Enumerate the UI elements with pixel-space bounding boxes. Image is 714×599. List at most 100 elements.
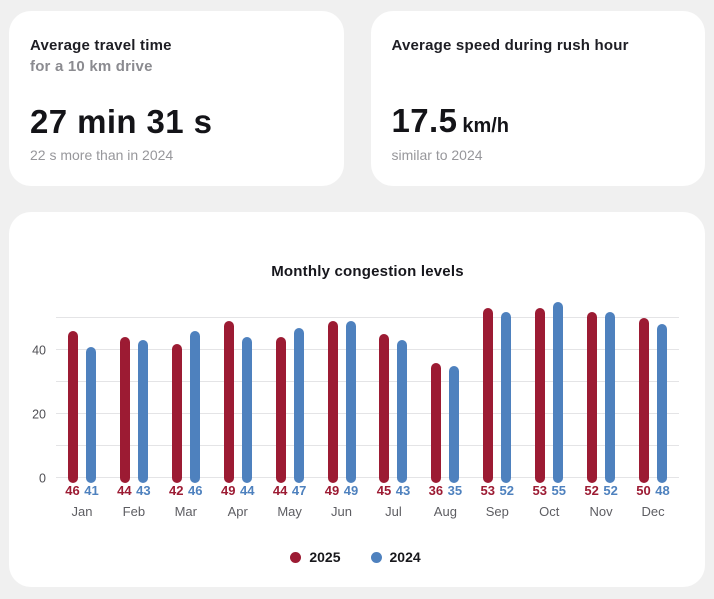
value-label-2024-may: 47 bbox=[291, 483, 307, 498]
value-label-2024-dec: 48 bbox=[655, 483, 670, 498]
y-axis-tick-40: 40 bbox=[32, 342, 46, 357]
travel-time-card: Average travel time for a 10 km drive 27… bbox=[9, 11, 344, 186]
x-axis-label-sep: Sep bbox=[485, 504, 509, 519]
bar-group-feb bbox=[108, 298, 160, 483]
value-label-2024-nov: 52 bbox=[603, 483, 618, 498]
legend-dot-2024 bbox=[370, 551, 382, 563]
rush-hour-speed-value-row: 17.5 km/h bbox=[392, 104, 685, 138]
value-labels-feb: 44 43 bbox=[108, 483, 160, 498]
value-label-2024-jun: 49 bbox=[343, 483, 359, 498]
gridline-50 bbox=[56, 317, 679, 318]
rush-hour-speed-value: 17.5 bbox=[391, 101, 458, 139]
gridline-20 bbox=[56, 413, 679, 414]
value-label-2024-sep: 52 bbox=[499, 483, 515, 498]
congestion-chart-card: Monthly congestion levels 0 20 40 46 41 44 43… bbox=[9, 212, 705, 587]
bar-2024-oct bbox=[553, 302, 564, 483]
bar-groups bbox=[56, 298, 679, 483]
bar-group-apr bbox=[212, 298, 264, 483]
rush-hour-speed-title: Average speed during rush hour bbox=[391, 37, 629, 54]
value-label-2025-mar: 42 bbox=[169, 483, 184, 498]
x-axis-label-mar: Mar bbox=[174, 504, 197, 519]
bar-2024-sep bbox=[501, 311, 512, 483]
bar-group-jun bbox=[316, 298, 368, 483]
value-labels-aug: 36 35 bbox=[419, 483, 471, 498]
value-labels-mar: 42 46 bbox=[160, 483, 212, 498]
bar-2024-aug bbox=[449, 366, 460, 483]
legend-item-2025: 2025 bbox=[290, 549, 341, 565]
value-label-2024-jan: 41 bbox=[84, 483, 99, 498]
bar-2025-feb bbox=[119, 337, 130, 483]
legend-label-2025: 2025 bbox=[309, 549, 341, 565]
gridline-10 bbox=[56, 445, 679, 446]
value-label-2024-aug: 35 bbox=[447, 483, 463, 498]
x-axis-label-dec: Dec bbox=[641, 504, 665, 519]
x-axis-labels-row: Jan Feb Mar Apr May Jun Jul Aug Sep Oct Nov Dec bbox=[56, 505, 679, 519]
value-label-2025-apr: 49 bbox=[220, 483, 236, 498]
rush-hour-speed-card: Average speed during rush hour 17.5 km/h… bbox=[370, 11, 705, 186]
value-labels-jan: 46 41 bbox=[56, 483, 108, 498]
stat-cards-row: Average travel time for a 10 km drive 27… bbox=[9, 11, 705, 186]
value-label-2025-nov: 52 bbox=[584, 483, 599, 498]
value-labels-jul: 45 43 bbox=[368, 483, 420, 498]
value-label-2025-jun: 49 bbox=[324, 483, 340, 498]
value-label-2025-sep: 53 bbox=[480, 483, 496, 498]
value-labels-may: 44 47 bbox=[264, 483, 316, 498]
x-axis-label-aug: Aug bbox=[433, 504, 457, 519]
bar-group-may bbox=[264, 298, 316, 483]
value-labels-oct: 53 55 bbox=[523, 483, 575, 498]
bar-value-labels-row: 46 41 44 43 42 46 49 44 44 47 49 49 45 43 36 35 53 52 53 55… bbox=[56, 483, 679, 498]
value-label-2024-oct: 55 bbox=[551, 483, 566, 498]
value-labels-apr: 49 44 bbox=[212, 483, 264, 498]
chart-title: Monthly congestion levels bbox=[271, 263, 464, 280]
rush-hour-speed-unit: km/h bbox=[462, 114, 510, 137]
value-label-2024-mar: 46 bbox=[188, 483, 203, 498]
x-axis-label-nov: Nov bbox=[589, 504, 613, 519]
bar-chart-plot-area: 0 20 40 bbox=[32, 298, 679, 484]
bar-2025-nov bbox=[587, 311, 598, 483]
x-axis-label-feb: Feb bbox=[122, 504, 146, 519]
bar-group-mar bbox=[160, 298, 212, 483]
bar-2025-jun bbox=[327, 321, 338, 483]
legend-item-2024: 2024 bbox=[370, 549, 421, 565]
bar-group-jul bbox=[368, 298, 420, 483]
chart-legend: 2025 2024 bbox=[44, 549, 667, 565]
legend-dot-2025 bbox=[290, 551, 302, 563]
value-label-2024-feb: 43 bbox=[136, 483, 151, 498]
x-axis-label-apr: Apr bbox=[227, 504, 248, 519]
travel-time-subtitle: for a 10 km drive bbox=[30, 57, 153, 75]
x-axis-label-may: May bbox=[277, 504, 302, 519]
value-label-2025-feb: 44 bbox=[117, 483, 132, 498]
value-label-2025-aug: 36 bbox=[428, 483, 444, 498]
travel-time-title: Average travel time bbox=[30, 37, 172, 54]
y-axis-tick-20: 20 bbox=[32, 406, 46, 421]
bar-group-oct bbox=[523, 298, 575, 483]
value-label-2024-jul: 43 bbox=[395, 483, 411, 498]
bar-2024-may bbox=[293, 327, 304, 483]
bar-2025-sep bbox=[483, 308, 494, 483]
value-label-2024-apr: 44 bbox=[239, 483, 255, 498]
value-label-2025-may: 44 bbox=[272, 483, 288, 498]
value-label-2025-oct: 53 bbox=[532, 483, 547, 498]
value-label-2025-dec: 50 bbox=[636, 483, 651, 498]
x-axis-label-jan: Jan bbox=[71, 504, 93, 519]
bar-2024-mar bbox=[189, 330, 200, 483]
value-labels-dec: 50 48 bbox=[627, 483, 679, 498]
bar-2025-mar bbox=[171, 343, 182, 483]
bar-2025-oct bbox=[535, 308, 546, 483]
gridline-0 bbox=[56, 477, 679, 478]
bar-2025-apr bbox=[223, 321, 234, 483]
value-labels-sep: 53 52 bbox=[471, 483, 523, 498]
bar-2024-apr bbox=[241, 337, 252, 483]
bar-2024-jun bbox=[345, 321, 356, 483]
x-axis-label-jun: Jun bbox=[331, 504, 353, 519]
value-label-2025-jul: 45 bbox=[376, 483, 392, 498]
value-labels-jun: 49 49 bbox=[316, 483, 368, 498]
bar-group-jan bbox=[56, 298, 108, 483]
bar-2024-feb bbox=[137, 340, 148, 483]
bar-2025-may bbox=[275, 337, 286, 483]
rush-hour-speed-note: similar to 2024 bbox=[391, 146, 483, 163]
value-label-2025-jan: 46 bbox=[65, 483, 80, 498]
bar-2025-aug bbox=[431, 362, 442, 483]
bar-2024-jul bbox=[397, 340, 408, 483]
